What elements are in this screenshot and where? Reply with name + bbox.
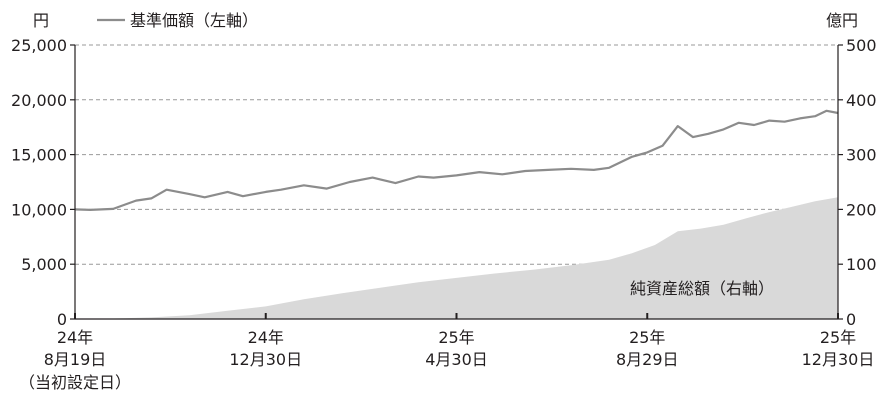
x-tick-year: 24年	[57, 328, 93, 347]
right-axis-unit: 億円	[826, 11, 858, 30]
left-tick-label: 25,000	[11, 36, 67, 55]
right-tick-label: 0	[846, 310, 856, 329]
x-tick-date: 4月30日	[425, 350, 488, 369]
x-tick-date: 8月29日	[616, 350, 679, 369]
area-label: 純資産総額（右軸）	[630, 279, 774, 298]
x-tick-date: 12月30日	[802, 350, 875, 369]
legend-label: 基準価額（左軸）	[130, 11, 258, 30]
x-tick-date: 8月19日	[44, 350, 107, 369]
right-tick-label: 500	[846, 36, 877, 55]
left-tick-label: 0	[57, 310, 67, 329]
left-tick-label: 15,000	[11, 146, 67, 165]
right-tick-label: 100	[846, 255, 877, 274]
x-tick-note: （当初設定日）	[19, 373, 131, 392]
axes	[70, 44, 843, 320]
left-tick-label: 20,000	[11, 91, 67, 110]
right-tick-label: 300	[846, 146, 877, 165]
left-tick-label: 10,000	[11, 200, 67, 219]
right-tick-label: 200	[846, 200, 877, 219]
left-axis-unit: 円	[33, 11, 49, 30]
x-tick-year: 25年	[438, 328, 474, 347]
x-tick-year: 25年	[629, 328, 665, 347]
x-tick-year: 24年	[248, 328, 284, 347]
x-tick-date: 12月30日	[229, 350, 302, 369]
x-tick-year: 25年	[820, 328, 856, 347]
right-tick-label: 400	[846, 91, 877, 110]
nav-line	[74, 109, 839, 211]
left-tick-label: 5,000	[21, 255, 67, 274]
tick-labels: 25,000 20,000 15,000 10,000 5,000 0 500 400 300 2…	[11, 36, 877, 392]
grid-lines	[75, 44, 838, 265]
net-assets-area	[75, 197, 838, 319]
